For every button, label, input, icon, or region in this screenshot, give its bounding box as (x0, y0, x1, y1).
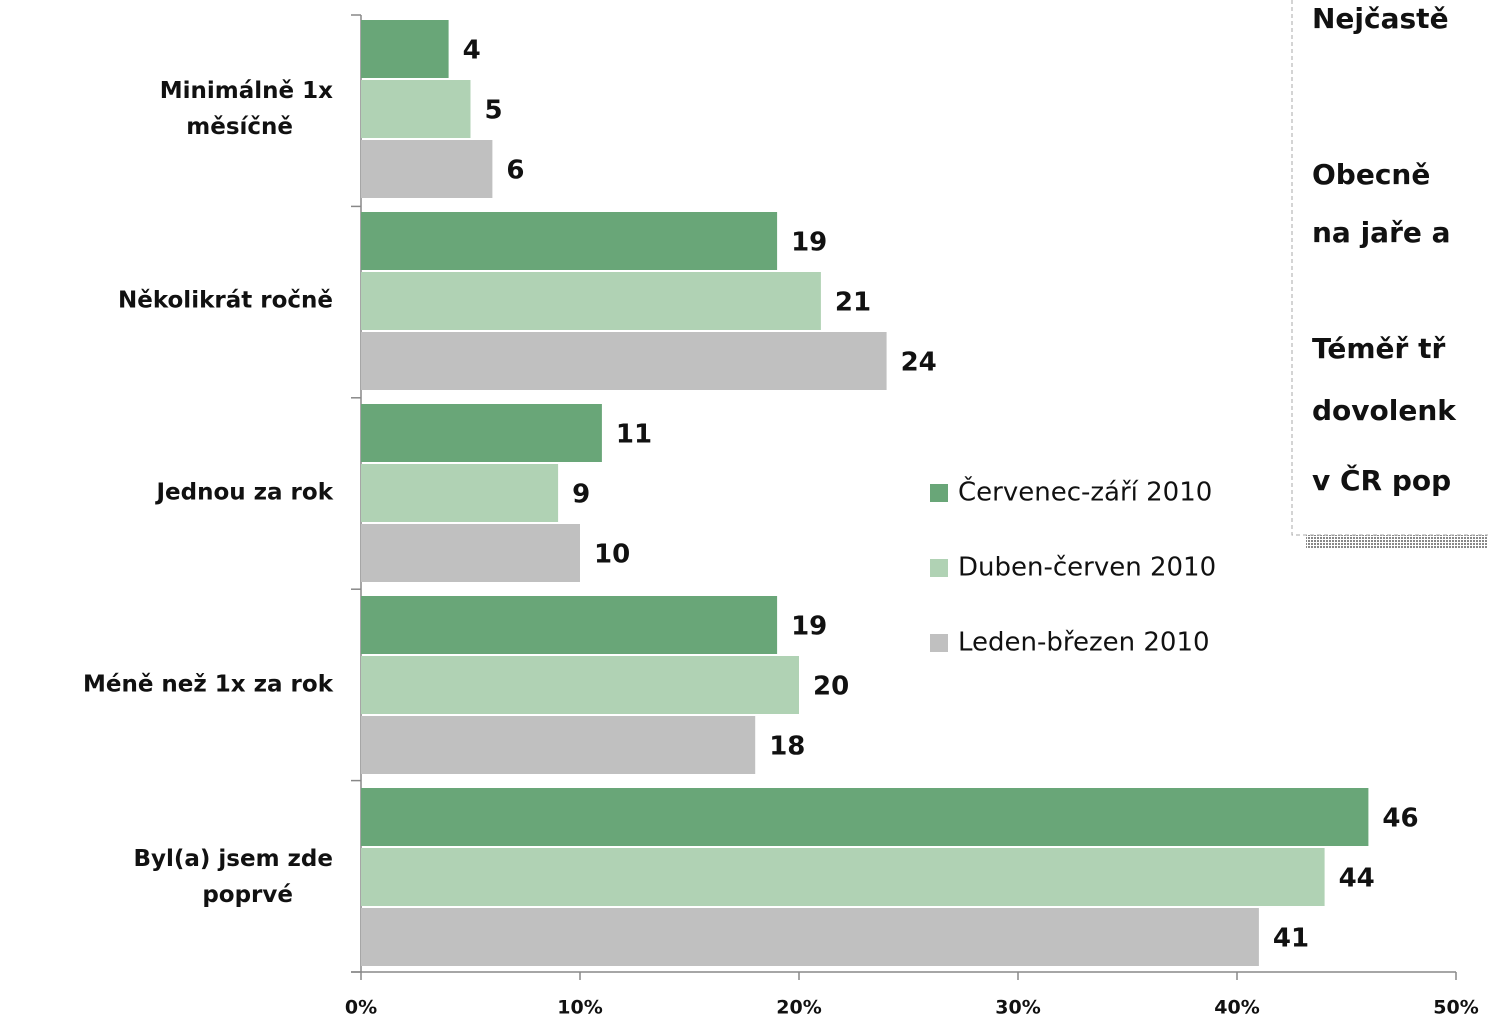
value-label: 21 (835, 288, 871, 318)
annotation: Nejčastě (1312, 2, 1449, 35)
x-tick-label: 40% (1214, 997, 1259, 1019)
bar (361, 464, 559, 522)
value-label: 9 (572, 480, 590, 510)
value-label: 44 (1339, 864, 1375, 894)
value-label: 10 (594, 540, 630, 570)
bar (361, 716, 756, 774)
x-tick-label: 20% (776, 997, 821, 1019)
y-tick-label: Byl(a) jsem zde poprvé (133, 846, 333, 908)
y-tick-label: Méně než 1x za rok (83, 672, 334, 698)
legend-label: Duben-červen 2010 (958, 553, 1216, 583)
x-tick-label: 0% (345, 997, 377, 1019)
value-label: 4 (463, 36, 481, 66)
bar (361, 788, 1369, 846)
legend-label: Červenec-září 2010 (958, 476, 1212, 508)
value-label: 20 (813, 672, 849, 702)
legend-swatch (930, 484, 948, 502)
y-tick-label: Minimálně 1x měsíčně (160, 78, 333, 140)
y-tick-label: Jednou za rok (154, 480, 333, 506)
bar (361, 20, 449, 78)
annotation: na jaře a (1312, 216, 1451, 249)
y-tick-label: Několikrát ročně (118, 288, 333, 314)
bar (361, 332, 887, 390)
value-label: 6 (506, 156, 524, 186)
value-label: 11 (616, 420, 652, 450)
value-label: 19 (791, 612, 827, 642)
box-shadow (1306, 535, 1488, 548)
value-label: 5 (485, 96, 503, 126)
bar (361, 848, 1325, 906)
bar (361, 656, 799, 714)
x-tick-label: 10% (557, 997, 602, 1019)
bar (361, 908, 1259, 966)
legend-swatch (930, 559, 948, 577)
value-label: 41 (1273, 924, 1309, 954)
bar (361, 524, 580, 582)
annotation: v ČR pop (1312, 463, 1451, 497)
annotation: Obecně (1312, 158, 1430, 191)
annotation: dovolenk (1312, 394, 1457, 427)
x-tick-label: 30% (995, 997, 1040, 1019)
bar (361, 80, 471, 138)
text-box (1291, 0, 1488, 536)
legend-swatch (930, 634, 948, 652)
bar (361, 140, 493, 198)
value-label: 46 (1382, 804, 1418, 834)
legend-label: Leden-březen 2010 (958, 628, 1210, 658)
bar (361, 404, 602, 462)
value-label: 24 (901, 348, 937, 378)
annotation: Téměř tř (1312, 332, 1445, 365)
x-tick-label: 50% (1433, 997, 1478, 1019)
value-label: 19 (791, 228, 827, 258)
value-label: 18 (769, 732, 805, 762)
bar (361, 272, 821, 330)
bar (361, 596, 778, 654)
bar (361, 212, 778, 270)
